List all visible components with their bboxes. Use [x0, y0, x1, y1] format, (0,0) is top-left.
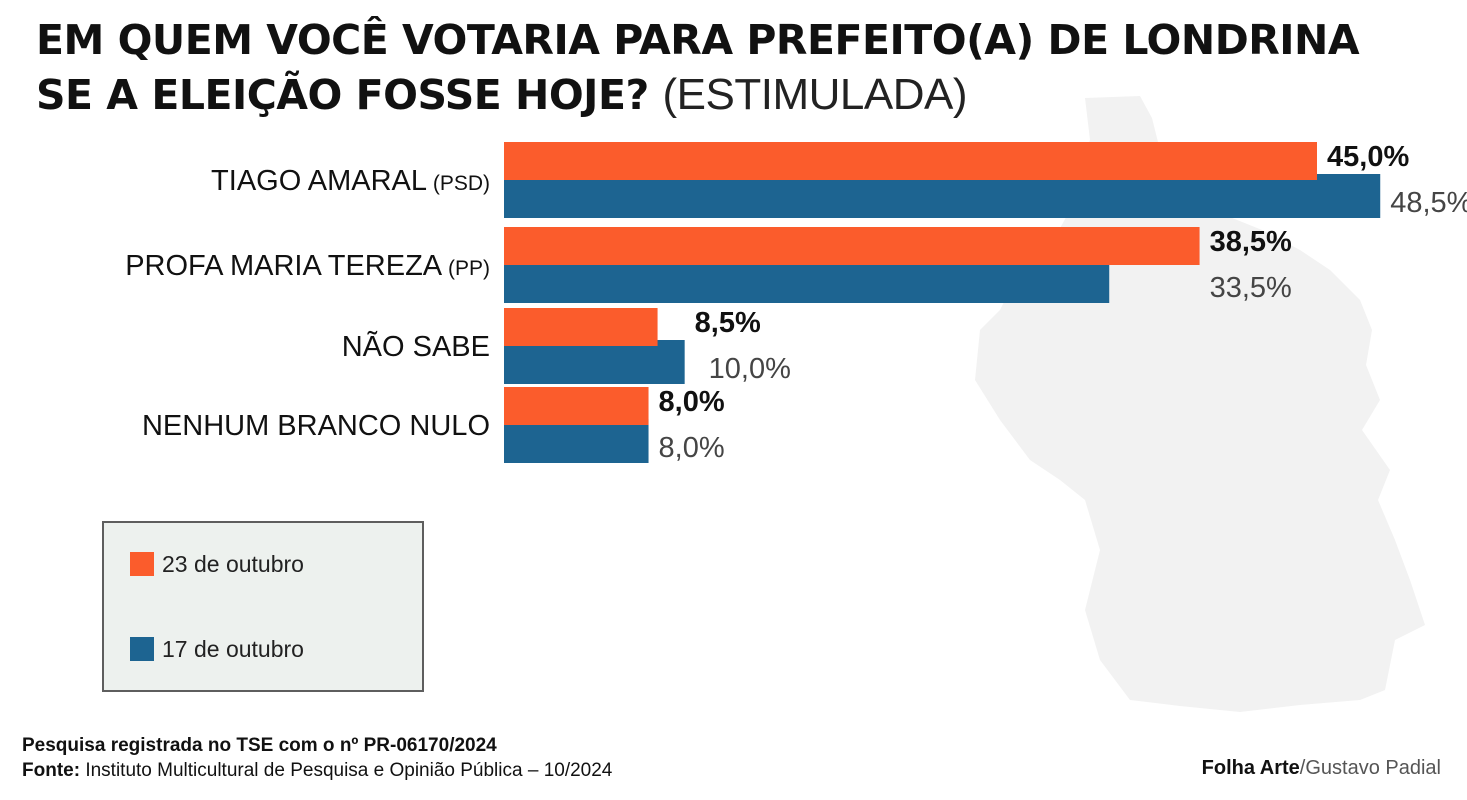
legend-item-series-a: 23 de outubro [130, 551, 304, 577]
data-label-series-b: 33,5% [1210, 272, 1292, 304]
data-label-series-b: 10,0% [709, 353, 791, 385]
bar-series-a [504, 308, 658, 346]
chart-title-line-1: EM QUEM VOCÊ VOTARIA PARA PREFEITO(A) DE… [36, 16, 1360, 64]
category-label: NENHUM BRANCO NULO [142, 410, 490, 442]
legend-label-series-b: 17 de outubro [162, 635, 304, 662]
category-name: NÃO SABE [342, 329, 490, 363]
chart-title-line-2: SE A ELEIÇÃO FOSSE HOJE? (ESTIMULADA) [36, 70, 968, 120]
category-label: TIAGO AMARAL (PSD) [211, 165, 490, 197]
category-party: (PSD) [427, 172, 490, 195]
data-label-series-a: 45,0% [1327, 141, 1409, 173]
data-label-series-b: 48,5% [1390, 187, 1467, 219]
chart-title-qualifier: (ESTIMULADA) [662, 70, 968, 119]
registration-note: Pesquisa registrada no TSE com o nº PR-0… [22, 735, 497, 756]
footnote: Pesquisa registrada no TSE com o nº PR-0… [22, 733, 612, 783]
category-name: PROFA MARIA TEREZA [125, 250, 443, 282]
source-label: Fonte: [22, 760, 81, 781]
bar-series-b [504, 340, 685, 384]
chart-title-question: SE A ELEIÇÃO FOSSE HOJE? [36, 71, 649, 119]
credit-org: Folha Arte [1201, 757, 1300, 779]
data-label-series-a: 38,5% [1210, 226, 1292, 258]
category-name: NENHUM BRANCO NULO [142, 410, 490, 442]
category-label: PROFA MARIA TEREZA (PP) [125, 250, 490, 282]
credit-author: Gustavo Padial [1305, 757, 1441, 779]
bar-series-a [504, 387, 649, 425]
bar-series-a [504, 142, 1317, 180]
legend-swatch-series-a [130, 552, 154, 576]
category-label: NÃO SABE [342, 329, 490, 363]
bar-series-b [504, 419, 649, 463]
category-party: (PP) [442, 257, 490, 280]
bar-series-b [504, 174, 1381, 218]
data-label-series-a: 8,0% [659, 386, 725, 418]
legend-swatch-series-b [130, 637, 154, 661]
credit: Folha Arte/Gustavo Padial [1202, 757, 1441, 780]
credit-separator: / [1299, 757, 1306, 779]
data-label-series-b: 8,0% [659, 432, 725, 464]
source-note: Fonte: Instituto Multicultural de Pesqui… [22, 758, 612, 783]
data-label-series-a: 8,5% [695, 307, 761, 339]
legend-item-series-b: 17 de outubro [130, 636, 304, 662]
legend: 23 de outubro 17 de outubro [102, 521, 424, 692]
legend-label-series-a: 23 de outubro [162, 550, 304, 577]
bar-series-b [504, 259, 1110, 303]
category-name: TIAGO AMARAL [211, 165, 427, 197]
bar-series-a [504, 227, 1200, 265]
source-text: Instituto Multicultural de Pesquisa e Op… [85, 760, 613, 781]
